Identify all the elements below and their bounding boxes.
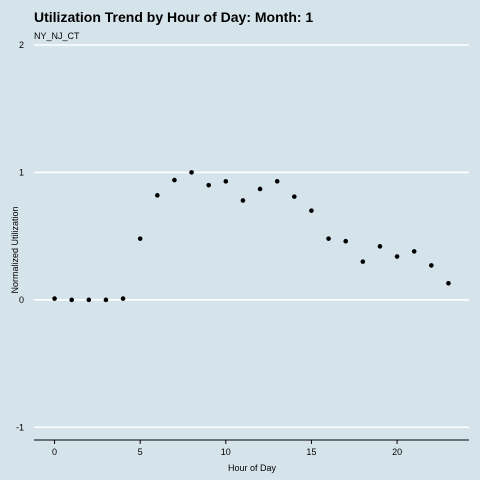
data-point bbox=[155, 193, 160, 198]
data-point bbox=[257, 186, 263, 192]
x-axis bbox=[34, 439, 469, 444]
chart-subtitle: NY_NJ_CT bbox=[34, 31, 80, 41]
x-axis-label: Hour of Day bbox=[227, 463, 277, 473]
y-axis-label: Normalized Utilization bbox=[10, 206, 20, 294]
data-point bbox=[103, 297, 109, 303]
data-point bbox=[189, 170, 194, 175]
x-tick-label: 15 bbox=[306, 447, 316, 457]
data-point bbox=[360, 259, 366, 264]
y-tick-label: 0 bbox=[19, 295, 24, 305]
x-tick-label: 20 bbox=[392, 447, 402, 457]
data-point bbox=[446, 280, 451, 286]
data-point bbox=[377, 244, 383, 249]
data-points bbox=[52, 170, 451, 303]
data-point bbox=[274, 179, 280, 184]
data-point bbox=[120, 296, 126, 301]
y-tick-label: 1 bbox=[19, 167, 24, 177]
data-point bbox=[343, 238, 348, 244]
data-point bbox=[52, 296, 57, 301]
data-point bbox=[206, 182, 211, 188]
data-point bbox=[394, 254, 400, 259]
data-point bbox=[240, 198, 246, 203]
data-point bbox=[223, 179, 229, 184]
data-point bbox=[86, 297, 92, 303]
x-tick-label: 0 bbox=[52, 447, 57, 457]
gridlines bbox=[34, 44, 469, 429]
data-point bbox=[69, 297, 74, 303]
chart-title: Utilization Trend by Hour of Day: Month:… bbox=[34, 9, 314, 25]
x-tick-label: 5 bbox=[138, 447, 143, 457]
x-tick-label: 10 bbox=[221, 447, 231, 457]
y-tick-label: 2 bbox=[19, 40, 24, 50]
data-point bbox=[411, 249, 417, 254]
data-point bbox=[172, 177, 177, 183]
y-tick-label: -1 bbox=[16, 422, 24, 432]
data-point bbox=[309, 208, 314, 213]
data-point bbox=[429, 263, 434, 268]
data-point bbox=[326, 236, 331, 241]
data-point bbox=[137, 236, 143, 241]
data-point bbox=[292, 194, 297, 199]
